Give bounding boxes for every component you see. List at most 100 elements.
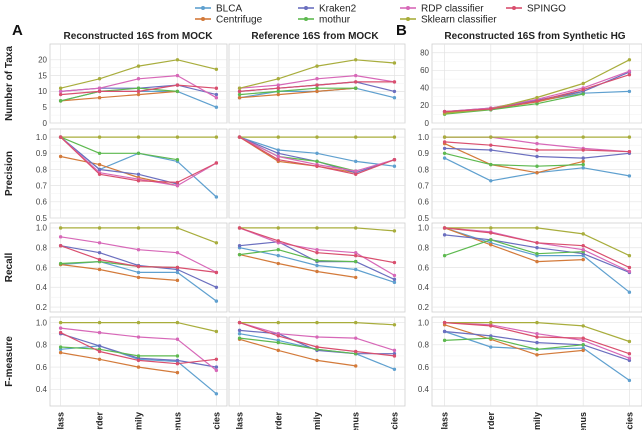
data-point [97, 167, 102, 172]
data-point [315, 77, 319, 81]
data-point [315, 86, 319, 90]
panel-r1-c0: 0.5 0.6 0.7 0.8 0.9 1.0 [36, 128, 228, 223]
y-tick-label: 0.6 [36, 198, 48, 207]
data-point [136, 64, 141, 68]
data-point [581, 81, 585, 86]
data-point [581, 343, 585, 347]
data-point [581, 87, 585, 92]
legend-label-0: BLCA [216, 4, 242, 15]
data-point [276, 261, 280, 266]
series-line-2 [60, 136, 178, 185]
y-tick-label: 80 [420, 49, 429, 58]
data-point [97, 89, 102, 94]
data-point [276, 77, 280, 81]
data-point [354, 253, 358, 258]
data-point [535, 164, 539, 168]
data-point [354, 267, 358, 272]
y-tick-label: 0.6 [36, 363, 48, 372]
data-point [97, 172, 102, 177]
data-point [276, 148, 280, 152]
data-point [276, 239, 280, 243]
data-point [276, 92, 280, 97]
data-point [276, 151, 280, 155]
data-point [175, 180, 180, 185]
data-point [97, 357, 102, 361]
data-point [136, 358, 141, 363]
data-point [214, 67, 219, 71]
data-point [442, 226, 447, 230]
series-line-3 [444, 239, 584, 257]
data-point [489, 162, 493, 167]
legend-label-2: Kraken2 [319, 4, 357, 15]
panel-r3-c0: 0.4 0.6 0.8 1.0 Class Order Family Genus Species [36, 316, 228, 430]
data-point [97, 344, 102, 348]
data-point [442, 156, 447, 160]
data-point [58, 89, 63, 94]
data-point [354, 80, 358, 84]
data-point [175, 89, 180, 94]
data-point [97, 250, 102, 255]
data-point [136, 226, 141, 230]
panel-label-a: A [12, 22, 23, 39]
data-point [237, 336, 242, 340]
panel-r3-c1: Class Order Family Genus Species [228, 316, 406, 430]
data-point [392, 61, 397, 65]
panel-r0-c2: 0 20 40 60 80 [420, 43, 642, 128]
data-point [175, 370, 180, 375]
data-point [58, 330, 63, 335]
data-point [627, 253, 632, 258]
data-point [627, 290, 632, 294]
data-point [276, 86, 280, 90]
data-point [354, 58, 358, 62]
data-point [136, 135, 141, 139]
data-point [581, 162, 585, 167]
data-point [535, 148, 539, 152]
data-point [392, 273, 397, 278]
y-tick-label: 60 [420, 66, 429, 75]
data-point [315, 269, 319, 274]
column-title-3: Reconstructed 16S from Synthetic HG [444, 31, 625, 42]
data-point [354, 320, 358, 325]
y-tick-label: 0.9 [418, 149, 430, 158]
data-point [175, 135, 180, 139]
data-point [97, 320, 102, 325]
data-point [354, 172, 358, 177]
data-point [136, 89, 141, 94]
data-point [175, 362, 180, 366]
y-tick-label: 15 [38, 71, 47, 80]
data-point [276, 253, 280, 258]
data-point [489, 231, 493, 235]
y-tick-label: 0.6 [418, 363, 430, 372]
data-point [442, 151, 447, 155]
data-point [97, 257, 102, 262]
data-point [58, 320, 63, 325]
panel-label-b: B [396, 22, 407, 39]
data-point [276, 83, 280, 87]
data-point [58, 226, 63, 230]
legend-marker-6 [512, 6, 516, 10]
series-line-1 [444, 143, 584, 174]
data-point [136, 275, 141, 280]
data-point [392, 367, 397, 371]
data-point [175, 320, 180, 325]
legend-label-5: Sklearn classifier [421, 15, 497, 26]
panel-r3-c2: 0.4 0.6 0.8 1.0 Class Order Family Genus Species [418, 316, 642, 430]
x-tick-label: Class [235, 412, 245, 430]
data-point [392, 164, 397, 168]
data-point [489, 320, 493, 325]
series-line-3 [60, 346, 178, 357]
data-point [442, 329, 447, 334]
data-point [175, 183, 180, 188]
data-point [489, 243, 493, 247]
data-point [489, 148, 493, 152]
data-point [315, 135, 319, 139]
data-point [627, 356, 632, 360]
data-point [136, 365, 141, 369]
data-point [627, 352, 632, 356]
data-point [58, 345, 63, 349]
data-point [214, 86, 219, 90]
data-point [175, 250, 180, 255]
data-point [354, 250, 358, 255]
data-point [214, 96, 219, 100]
